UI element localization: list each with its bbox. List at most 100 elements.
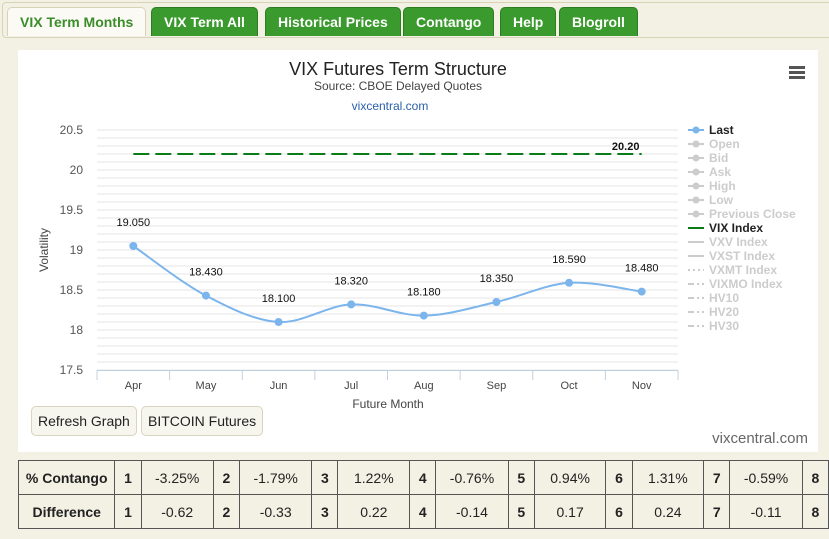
data-point bbox=[201, 291, 210, 300]
legend-label: Bid bbox=[709, 151, 728, 165]
contango-table: % Contango 1 -3.25% 2 -1.79% 3 1.22% 4 -0.76% 5 0.… bbox=[17, 460, 829, 529]
x-tick-label: Sep bbox=[487, 380, 507, 392]
table-cell: -0.14 bbox=[435, 494, 509, 529]
legend-item-open[interactable]: Open bbox=[688, 137, 740, 151]
legend-label: HV20 bbox=[709, 305, 739, 319]
data-label: 18.480 bbox=[625, 263, 659, 275]
month-number: 5 bbox=[507, 460, 535, 495]
legend-label: VXST Index bbox=[709, 249, 775, 263]
data-label: 18.180 bbox=[407, 287, 441, 299]
x-tick-label: May bbox=[196, 380, 217, 392]
y-tick-label: 18.5 bbox=[60, 283, 84, 297]
x-axis-title: Future Month bbox=[352, 397, 423, 411]
legend-item-bid[interactable]: Bid bbox=[688, 151, 728, 165]
y-tick-label: 20.5 bbox=[60, 123, 84, 137]
legend-label: Open bbox=[709, 137, 740, 151]
data-point bbox=[129, 242, 138, 250]
data-point bbox=[637, 287, 646, 296]
legend-marker-icon bbox=[692, 182, 700, 190]
month-number: 3 bbox=[311, 494, 339, 529]
chart-subtitle: Source: CBOE Delayed Quotes bbox=[314, 79, 482, 93]
month-number: 8 bbox=[801, 460, 829, 495]
legend-item-ask[interactable]: Ask bbox=[688, 165, 731, 179]
table-row: % Contango 1 -3.25% 2 -1.79% 3 1.22% 4 -0.76% 5 0.… bbox=[17, 460, 829, 495]
table-cell: 1.22% bbox=[337, 460, 411, 495]
month-number: 6 bbox=[605, 494, 633, 529]
month-number: 4 bbox=[409, 460, 437, 495]
data-point bbox=[419, 311, 428, 320]
data-label: 19.050 bbox=[116, 217, 150, 229]
x-tick-label: Apr bbox=[125, 380, 142, 392]
legend-label: High bbox=[709, 179, 736, 193]
x-tick-label: Nov bbox=[632, 380, 652, 392]
bitcoin-futures-button[interactable]: BITCOIN Futures bbox=[141, 406, 264, 436]
table-cell: -0.59% bbox=[729, 460, 803, 495]
legend-label: HV10 bbox=[709, 291, 739, 305]
legend-label: Ask bbox=[709, 165, 731, 179]
legend-item-vxv-index[interactable]: VXV Index bbox=[688, 235, 768, 249]
table-row: Difference 1 -0.62 2 -0.33 3 0.22 4 -0.14 5 0.17 6 0… bbox=[17, 494, 829, 529]
month-number: 2 bbox=[212, 460, 240, 495]
legend-marker-icon bbox=[692, 140, 700, 148]
legend-item-hv30[interactable]: HV30 bbox=[688, 319, 739, 333]
month-number: 1 bbox=[114, 460, 142, 495]
legend-item-hv10[interactable]: HV10 bbox=[688, 291, 739, 305]
month-number: 4 bbox=[409, 494, 437, 529]
legend-item-previous-close[interactable]: Previous Close bbox=[688, 207, 796, 221]
table-cell: 1.31% bbox=[631, 460, 705, 495]
x-tick-label: Jul bbox=[344, 380, 358, 392]
table-cell: -3.25% bbox=[140, 460, 214, 495]
legend-label: VXMT Index bbox=[709, 263, 777, 277]
tab-vix-term-all[interactable]: VIX Term All bbox=[151, 7, 258, 36]
tab-blogroll[interactable]: Blogroll bbox=[559, 7, 638, 36]
month-number: 7 bbox=[703, 460, 731, 495]
table-cell: -0.76% bbox=[435, 460, 509, 495]
legend-label: Low bbox=[709, 193, 734, 207]
legend-marker-icon bbox=[692, 126, 700, 134]
month-number: 6 bbox=[605, 460, 633, 495]
legend-item-low[interactable]: Low bbox=[688, 193, 734, 207]
legend-label: VIXMO Index bbox=[709, 277, 783, 291]
x-tick-label: Aug bbox=[414, 380, 434, 392]
legend-label: Previous Close bbox=[709, 207, 796, 221]
y-tick-label: 19.5 bbox=[60, 203, 84, 217]
tab-contango[interactable]: Contango bbox=[403, 7, 495, 36]
legend-label: VIX Index bbox=[709, 221, 763, 235]
month-number: 1 bbox=[114, 494, 142, 529]
table-cell: 0.94% bbox=[533, 460, 607, 495]
legend-item-hv20[interactable]: HV20 bbox=[688, 305, 739, 319]
data-point bbox=[274, 318, 283, 326]
legend-item-high[interactable]: High bbox=[688, 179, 736, 193]
legend-item-vixmo-index[interactable]: VIXMO Index bbox=[688, 277, 783, 291]
y-tick-label: 17.5 bbox=[60, 363, 84, 377]
legend-marker-icon bbox=[692, 154, 700, 162]
x-tick-label: Jun bbox=[270, 380, 288, 392]
chart-title: VIX Futures Term Structure bbox=[289, 59, 507, 79]
y-tick-label: 18 bbox=[70, 323, 84, 337]
vix-index-label: 20.20 bbox=[612, 141, 640, 153]
tab-help[interactable]: Help bbox=[500, 7, 557, 36]
month-number: 2 bbox=[212, 494, 240, 529]
y-axis-title: Volatility bbox=[37, 228, 51, 272]
table-cell: -1.79% bbox=[238, 460, 313, 495]
tab-bar: VIX Term Months VIX Term All Historical … bbox=[2, 2, 829, 38]
legend-marker-icon bbox=[692, 210, 700, 218]
legend-item-vix-index[interactable]: VIX Index bbox=[688, 221, 763, 235]
data-label: 18.100 bbox=[262, 293, 296, 305]
tab-vix-term-months[interactable]: VIX Term Months bbox=[7, 7, 147, 36]
table-cell: 0.22 bbox=[337, 494, 411, 529]
data-label: 18.590 bbox=[552, 254, 586, 266]
tab-historical-prices[interactable]: Historical Prices bbox=[265, 7, 401, 36]
legend-item-vxmt-index[interactable]: VXMT Index bbox=[688, 263, 777, 277]
legend-item-last[interactable]: Last bbox=[688, 123, 734, 137]
data-point bbox=[347, 300, 356, 309]
y-tick-label: 19 bbox=[70, 243, 84, 257]
month-number: 3 bbox=[311, 460, 339, 495]
table-cell: 0.24 bbox=[631, 494, 705, 529]
row-label: % Contango bbox=[17, 460, 116, 495]
legend-label: VXV Index bbox=[709, 235, 768, 249]
legend-item-vxst-index[interactable]: VXST Index bbox=[688, 249, 775, 263]
table-cell: -0.62 bbox=[140, 494, 214, 529]
refresh-graph-button[interactable]: Refresh Graph bbox=[31, 406, 137, 436]
menu-icon[interactable] bbox=[789, 66, 805, 79]
